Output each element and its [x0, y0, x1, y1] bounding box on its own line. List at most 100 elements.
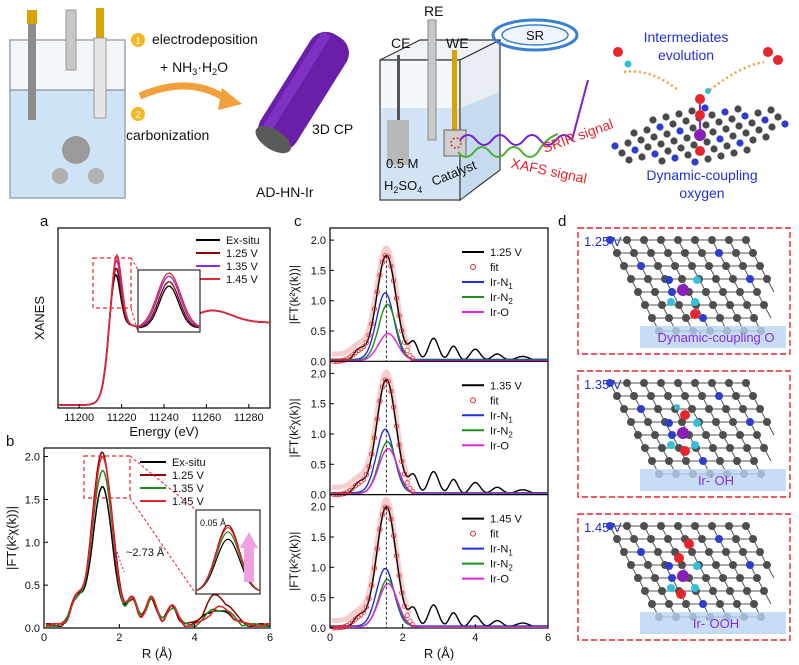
carbon-atom: [682, 600, 690, 608]
carbon-atom: [749, 249, 757, 257]
carbon-atom: [722, 405, 730, 413]
carbon-atom: [760, 444, 768, 452]
carbon-atom: [742, 236, 750, 244]
legend-label: fit: [490, 262, 499, 274]
carbon-atom: [719, 431, 727, 439]
nitrogen-atom: [665, 419, 673, 427]
carbon-atom: [739, 262, 747, 270]
carbon-atom: [698, 392, 706, 400]
carbon-atom: [658, 587, 666, 595]
fit-point: [401, 471, 408, 477]
synchrotron-ring-icon: [491, 18, 579, 52]
carbon-atom: [753, 288, 761, 296]
nitrogen-atom: [637, 262, 645, 270]
fit-point: [399, 458, 405, 464]
carbon-atom: [704, 155, 712, 163]
carbon-atom: [623, 379, 631, 387]
chart-c-tick-label: 2.0: [311, 368, 326, 380]
hydrogen-atom: [705, 88, 711, 94]
nitrogen-atom: [631, 146, 639, 154]
carbon-atom: [682, 117, 690, 125]
fit-point: [341, 490, 348, 496]
chart-a-xlabel: Energy (eV): [129, 424, 198, 439]
iridium-atom: [677, 284, 689, 296]
carbon-atom: [702, 288, 710, 296]
carbon-atom: [647, 535, 655, 543]
fit-point: [410, 622, 416, 628]
carbon-atom: [678, 275, 686, 283]
oxygen-atom: [676, 589, 686, 599]
carbon-atom: [657, 236, 665, 244]
carbon-atom: [709, 587, 717, 595]
fit-range-band: [331, 244, 413, 357]
carbon-atom: [682, 457, 690, 465]
carbon-atom: [665, 600, 673, 608]
synthesis-scheme: 1 electrodeposition + NH3·H2O 2 carboniz…: [9, 3, 789, 202]
ce-label: CE: [391, 35, 410, 51]
carbon-atom: [657, 379, 665, 387]
carbon-atom: [641, 587, 649, 595]
fit-point: [363, 472, 369, 478]
nitrogen-atom: [606, 236, 614, 244]
carbon-atom: [743, 301, 751, 309]
oh-intermediate-icon: [613, 47, 623, 57]
carbon-atom: [690, 141, 698, 149]
nitrogen-atom: [665, 276, 673, 284]
carbon-atom: [638, 153, 646, 161]
chart-c-tick-label: 0.0: [311, 623, 326, 635]
nitrogen-atom: [665, 562, 673, 570]
fit-point: [396, 442, 402, 448]
nitrogen-atom: [699, 314, 707, 322]
carbon-atom: [654, 548, 662, 556]
nitrogen-atom: [651, 150, 659, 158]
fit-point: [333, 625, 339, 631]
carbon-atom: [677, 144, 685, 152]
carbon-atom: [688, 107, 696, 115]
carbon-atom: [729, 132, 737, 140]
fit-range-band: [331, 369, 413, 490]
carbon-atom: [710, 145, 718, 153]
carbon-atom: [756, 405, 764, 413]
nitrogen-atom: [606, 522, 614, 530]
nitrogen-atom: [656, 123, 664, 131]
carbon-atom: [648, 600, 656, 608]
structure-panel-1: 1.35 V Ir-˙OH: [577, 370, 791, 498]
carbon-atom: [651, 431, 659, 439]
chart-c-tick-label: 1.0: [311, 429, 326, 441]
carbon-atom: [734, 105, 742, 113]
ft-line-3: [45, 455, 270, 628]
structure-label-bg: [640, 326, 786, 348]
fit-point: [382, 377, 389, 383]
oxygen-atom: [695, 94, 705, 104]
chart-c-tick-label: 1.5: [311, 265, 326, 277]
nitrogen-atom: [716, 135, 724, 143]
carbon-atom: [763, 561, 771, 569]
carbon-atom: [678, 561, 686, 569]
carbon-atom: [756, 548, 764, 556]
fit-point: [393, 295, 399, 301]
fit-point: [380, 512, 386, 518]
carbon-atom: [662, 113, 670, 121]
carbon-atom: [630, 392, 638, 400]
fit-point: [339, 624, 345, 630]
nitrogen-atom: [736, 139, 744, 147]
nitrogen-atom: [611, 142, 619, 150]
fit-point: [382, 253, 389, 259]
carbon-atom: [644, 275, 652, 283]
chart-b-annotation: ~2.73 Å: [126, 546, 165, 559]
fit-point: [401, 339, 408, 345]
graphene-sheet-icon: [611, 88, 789, 166]
carbon-atom: [674, 522, 682, 530]
nitrogen-atom: [721, 108, 729, 116]
carbon-atom: [654, 262, 662, 270]
synthesis-arrow: [138, 82, 230, 103]
fit-point: [407, 352, 413, 359]
fit-point: [377, 526, 383, 533]
fit-point: [404, 347, 410, 353]
chart-b-ylabel: |FT(k²χ(k))|: [4, 506, 19, 570]
carbon-atom: [671, 262, 679, 270]
structure-voltage-label: 1.45 V: [584, 520, 622, 535]
step2-number: 2: [135, 110, 141, 121]
step2-text: carbonization: [126, 127, 209, 143]
